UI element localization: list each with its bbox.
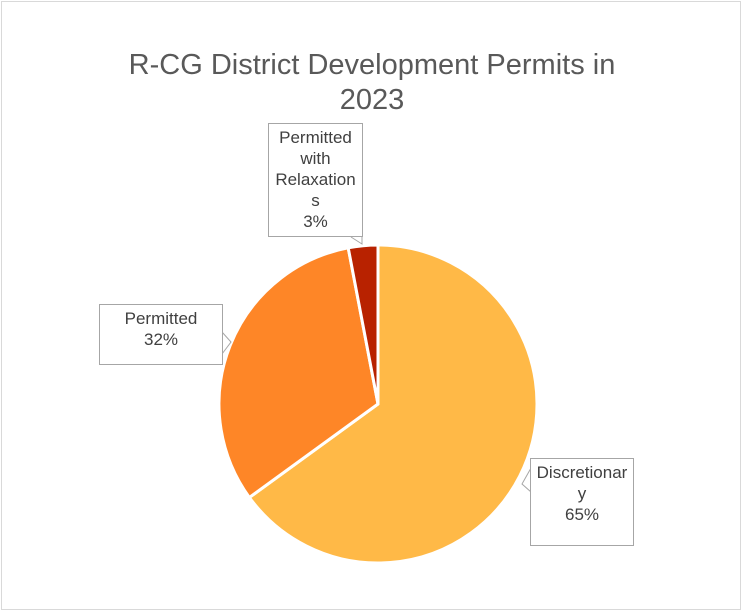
category-label: Permitted: [124, 309, 198, 328]
category-label: Discretionary: [536, 463, 628, 503]
pie-slice: [217, 246, 380, 499]
data-label: Permitted with Relaxations 3%: [268, 123, 363, 237]
pie-slice: [346, 243, 380, 406]
label-pointer: [221, 331, 232, 355]
chart-title: R-CG District Development Permits in 202…: [128, 49, 616, 116]
data-label: Discretionary 65%: [530, 458, 634, 546]
pie-slice: [247, 243, 539, 565]
percent-label: 32%: [143, 330, 179, 349]
label-pointer: [521, 467, 532, 493]
data-label: Permitted 32%: [99, 304, 223, 365]
percent-label: 3%: [303, 212, 328, 231]
percent-label: 65%: [564, 505, 600, 524]
category-label: Permitted with Relaxations: [275, 128, 356, 210]
